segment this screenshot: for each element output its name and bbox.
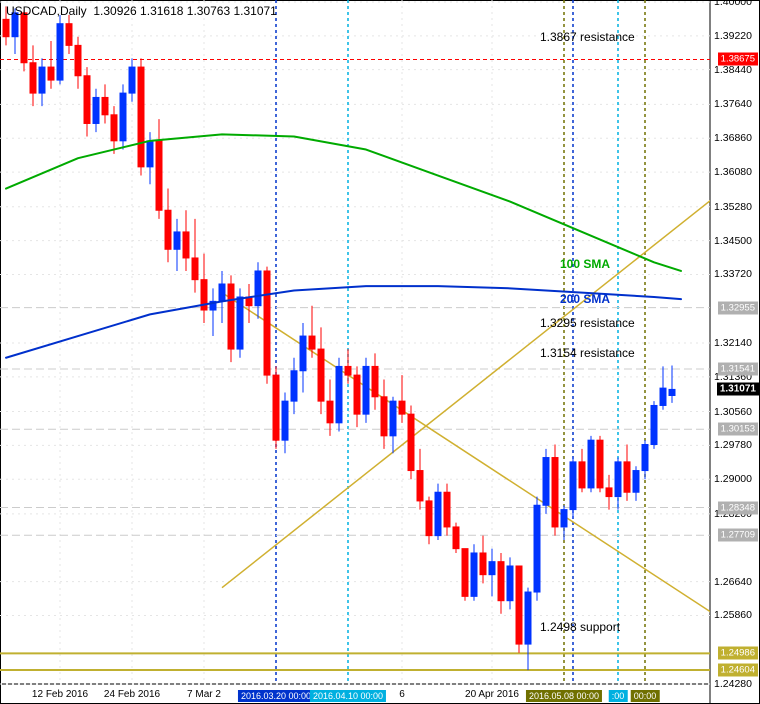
x-axis-tick: 7 Mar 2 [187, 689, 221, 700]
price-level-label: 1.31071 [717, 383, 759, 396]
y-axis-tick: 1.26640 [714, 576, 752, 588]
y-axis-tick: 1.29780 [714, 439, 752, 451]
x-axis-tick: 20 Apr 2016 [465, 689, 519, 700]
y-axis-tick: 1.35280 [714, 201, 752, 213]
chart-annotation: 1.2498 support [540, 620, 620, 634]
y-axis-tick: 1.40000 [714, 0, 752, 8]
y-axis-tick: 1.36080 [714, 166, 752, 178]
x-axis-tick: 12 Feb 2016 [32, 689, 88, 700]
price-level-label: 1.28348 [718, 501, 758, 514]
chart-annotation: 200 SMA [560, 292, 610, 306]
y-axis-tick: 1.37640 [714, 98, 752, 110]
y-axis-tick: 1.25860 [714, 609, 752, 621]
price-level-label: 1.30153 [718, 423, 758, 436]
price-level-label: 1.24604 [718, 663, 758, 676]
chart-annotation: 1.3867 resistance [540, 30, 635, 44]
chart-annotation: 100 SMA [560, 257, 610, 271]
chart-container[interactable]: USDCAD,Daily 1.30926 1.31618 1.30763 1.3… [0, 0, 760, 704]
sma-layer [0, 0, 760, 704]
x-axis-date-marker: 00:00 [631, 690, 660, 702]
y-axis-tick: 1.36860 [714, 132, 752, 144]
price-level-label: 1.27709 [718, 529, 758, 542]
x-axis-date-marker: :00 [609, 690, 628, 702]
x-axis-date-marker: 2016.03.20 00:00 [238, 690, 314, 702]
y-axis-tick: 1.39220 [714, 30, 752, 42]
price-level-label: 1.31541 [718, 362, 758, 375]
y-axis-tick: 1.29000 [714, 473, 752, 485]
x-axis-tick: 6 [399, 689, 405, 700]
price-level-label: 1.38675 [718, 53, 758, 66]
price-level-label: 1.32955 [718, 301, 758, 314]
y-axis-tick: 1.30560 [714, 406, 752, 418]
price-level-label: 1.24986 [718, 647, 758, 660]
y-axis-tick: 1.34500 [714, 235, 752, 247]
y-axis-tick: 1.33720 [714, 268, 752, 280]
chart-title: USDCAD,Daily 1.30926 1.31618 1.30763 1.3… [6, 4, 277, 18]
y-axis-tick: 1.32140 [714, 337, 752, 349]
x-axis-tick: 24 Feb 2016 [104, 689, 160, 700]
x-axis-date-marker: 2016.04.10 00:00 [310, 690, 386, 702]
x-axis-date-marker: 2016.05.08 00:00 [526, 690, 602, 702]
y-axis-tick: 1.24280 [714, 678, 752, 690]
chart-annotation: 1.3295 resistance [540, 316, 635, 330]
chart-annotation: 1.3154 resistance [540, 346, 635, 360]
